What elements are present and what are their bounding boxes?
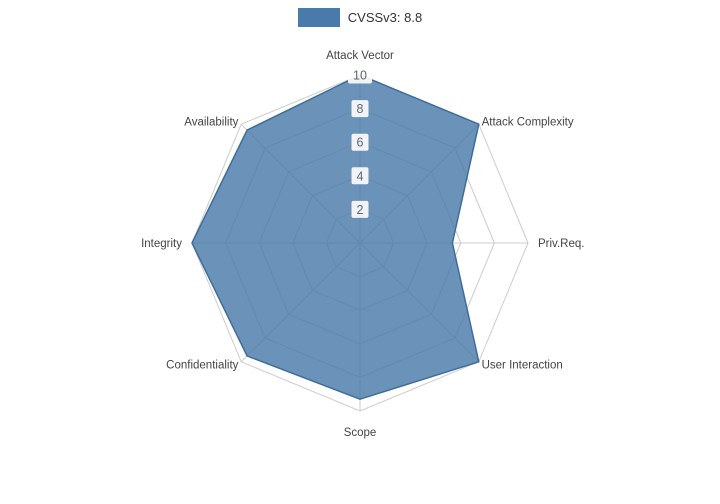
data-polygon [191,74,480,400]
axis-label-confidentiality: Confidentiality [166,360,238,372]
axis-label-user-interaction: User Interaction [482,360,563,372]
tick-label-bg [351,200,369,218]
tick-label: 8 [357,102,364,116]
axis-label-attack-vector: Attack Vector [326,50,394,62]
axis-label-integrity: Integrity [141,238,182,250]
tick-label: 4 [357,169,364,183]
tick-label: 2 [357,203,364,217]
legend-label: CVSSv3: 8.8 [347,10,423,25]
axis-label-availability: Availability [184,116,238,128]
chart-legend[interactable]: CVSSv3: 8.8 [0,8,720,27]
axis-label-scope: Scope [344,427,377,439]
tick-label-bg [351,167,369,185]
axis-label-attack-complexity: Attack Complexity [482,116,574,128]
tick-label: 10 [353,69,367,83]
legend-swatch [297,8,340,27]
tick-label-bg [348,66,372,84]
tick-label-bg [351,133,369,151]
tick-label-bg [351,100,369,118]
tick-label: 6 [357,136,364,150]
axis-label-priv-req: Priv.Req. [538,238,584,250]
